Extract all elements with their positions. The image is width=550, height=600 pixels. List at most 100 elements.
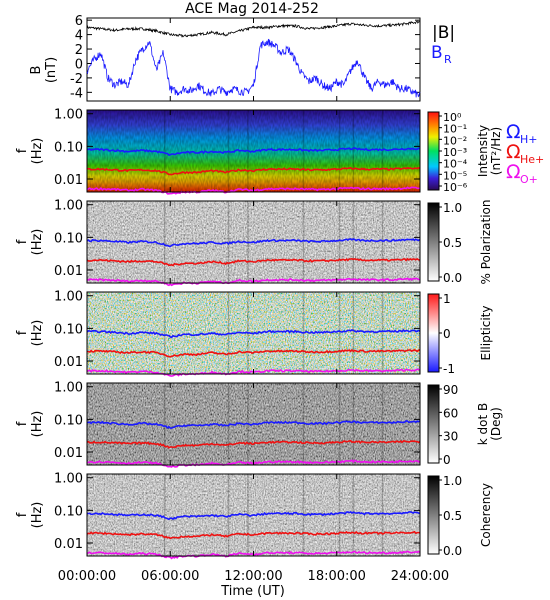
colorbar-tick-label: 10⁻¹ xyxy=(443,123,467,136)
colorbar-tick-label: -1 xyxy=(443,362,455,376)
freq-label-unit: (Hz) xyxy=(30,320,45,347)
freq-tick-label: 0.10 xyxy=(54,504,83,519)
gyro-h-line xyxy=(86,147,421,156)
freq-tick-label: 0.01 xyxy=(54,355,83,370)
colorbar-tick-label: 1 xyxy=(443,292,451,306)
freq-label-f: f xyxy=(15,330,30,335)
freq-label-unit: (Hz) xyxy=(30,229,45,256)
spectral-panel-5: 1.00 0.10 0.01 f (Hz) xyxy=(15,472,421,560)
ellipticity-colorbar: 1 0 -1 Ellipticity xyxy=(427,292,493,376)
colorbar-strip xyxy=(427,293,440,373)
colorbar-tick-label: 10⁻³ xyxy=(443,146,467,159)
gyro-h-line xyxy=(87,510,421,521)
gyro-he-line xyxy=(86,530,421,540)
legend-br-sub: R xyxy=(444,53,452,66)
b-ytick-label: 2 xyxy=(75,43,83,58)
colorbar-tick-label: 0.0 xyxy=(443,271,462,285)
colorbar-tick-label: 0 xyxy=(443,327,451,341)
freq-tick-label: 1.00 xyxy=(54,290,83,305)
b-ytick-label: -4 xyxy=(70,86,83,101)
colorbar-title: Coherency xyxy=(479,483,493,547)
colorbar-strip xyxy=(427,202,440,282)
freq-label-f: f xyxy=(15,239,30,244)
colorbar-tick-label: 90 xyxy=(443,383,458,397)
legend-omega-he: Ω xyxy=(506,141,521,163)
colorbar-tick-label: 10⁰ xyxy=(443,111,462,124)
freq-label-f: f xyxy=(15,148,30,153)
time-axis: 00:00:00 06:00:00 12:00:00 18:00:00 24:00:00… xyxy=(58,569,449,599)
colorbar-tick-label: 10⁻⁴ xyxy=(443,158,468,171)
freq-tick-label: 0.10 xyxy=(54,413,83,428)
spectral-panel-4: 1.00 0.10 0.01 f (Hz) xyxy=(15,381,421,468)
legend-br: B xyxy=(431,43,443,63)
spectral-panels: 1.000.100.01f (Hz)1.000.100.01f (Hz)1.000.… xyxy=(15,108,421,560)
freq-tick-label: 0.01 xyxy=(54,264,83,279)
freq-label-unit: (Hz) xyxy=(30,411,45,438)
legend-omega-o: Ω xyxy=(506,161,521,183)
colorbar-tick-label: 1.0 xyxy=(443,474,462,488)
series-abs-b xyxy=(86,20,421,38)
colorbar-unit: (nT²/Hz) xyxy=(489,127,503,175)
colorbar-title: k dot B xyxy=(476,403,490,445)
polarization-colorbar: 1.0 0.5 0.0 % Polarization xyxy=(427,200,493,285)
colorbar-tick-label: 10⁻⁶ xyxy=(443,181,468,194)
colorbar-tick-label: 60 xyxy=(443,406,458,420)
freq-label-unit: (Hz) xyxy=(30,138,45,165)
gyro-h-line xyxy=(86,328,421,339)
colorbar-tick-label: 10⁻⁵ xyxy=(443,169,467,182)
freq-label-f: f xyxy=(15,421,30,426)
b-ytick-label: 4 xyxy=(75,29,83,44)
legend-sub-o: O+ xyxy=(520,173,538,186)
time-tick-label: 06:00:00 xyxy=(141,569,199,584)
colorbar-title: Intensity xyxy=(476,125,490,177)
gyro-h-line xyxy=(86,238,421,248)
ion-legend: Ω H+ Ω He+ Ω O+ xyxy=(506,121,544,186)
legend-sub-h: H+ xyxy=(520,133,538,146)
spectral-panel-2: 1.00 0.10 0.01 f (Hz) xyxy=(15,199,421,287)
freq-label-unit: (Hz) xyxy=(30,502,45,529)
freq-tick-label: 0.01 xyxy=(54,537,83,552)
colorbar-tick-label: 30 xyxy=(443,430,458,444)
b-ytick-label: 6 xyxy=(75,14,83,29)
freq-label-f: f xyxy=(15,512,30,517)
colorbar-tick-label: 10⁻² xyxy=(443,134,467,147)
colorbar-tick-label: 0 xyxy=(443,453,451,467)
colorbar-tick-label: 0.5 xyxy=(443,509,462,523)
b-panel-frame xyxy=(86,17,421,102)
time-tick-label: 18:00:00 xyxy=(308,569,366,584)
time-tick-label: 12:00:00 xyxy=(224,569,282,584)
legend-sub-he: He+ xyxy=(520,153,544,166)
colorbar-strip xyxy=(427,475,440,555)
freq-tick-label: 1.00 xyxy=(54,108,83,123)
legend-omega-h: Ω xyxy=(506,121,521,143)
freq-tick-label: 1.00 xyxy=(54,472,83,487)
series-b-r xyxy=(86,38,421,98)
colorbar-tick-label: 0.0 xyxy=(443,544,462,558)
time-axis-label: Time (UT) xyxy=(220,584,285,599)
figure-title: ACE Mag 2014-252 xyxy=(185,1,319,17)
freq-tick-label: 0.10 xyxy=(54,140,83,155)
time-tick-label: 24:00:00 xyxy=(391,569,449,584)
coherency-colorbar: 1.0 0.5 0.0 Coherency xyxy=(427,474,493,558)
b-ylabel-unit: (nT) xyxy=(44,57,59,83)
freq-tick-label: 0.01 xyxy=(54,446,83,461)
b-ylabel: B xyxy=(29,66,44,75)
freq-tick-label: 1.00 xyxy=(54,381,83,396)
freq-tick-label: 0.01 xyxy=(54,173,83,188)
freq-tick-label: 0.10 xyxy=(54,322,83,337)
gyro-h-line xyxy=(86,420,421,430)
time-tick-label: 00:00:00 xyxy=(58,569,116,584)
freq-tick-label: 0.10 xyxy=(54,231,83,246)
legend-abs-b: |B| xyxy=(432,23,455,43)
colorbar-strip xyxy=(427,111,440,191)
spectral-panel-3: 1.00 0.10 0.01 f (Hz) xyxy=(15,290,421,377)
gyro-he-line xyxy=(86,439,421,449)
colorbar-title: Ellipticity xyxy=(479,306,493,361)
gyro-he-line xyxy=(86,348,421,358)
colorbar-unit: (Deg) xyxy=(489,407,503,441)
freq-tick-label: 1.00 xyxy=(54,199,83,214)
colorbar-tick-label: 1.0 xyxy=(443,201,462,215)
